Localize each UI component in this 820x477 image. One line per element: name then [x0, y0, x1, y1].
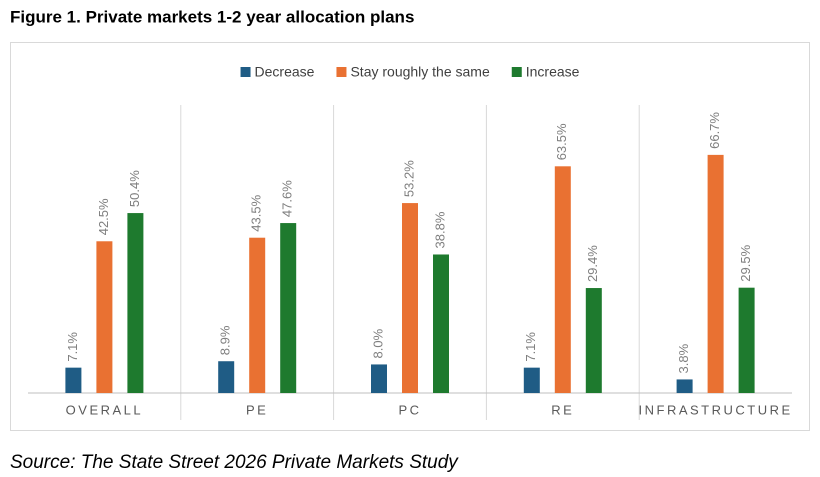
value-label: 66.7% — [707, 112, 722, 149]
bar — [676, 379, 693, 393]
bar — [96, 241, 113, 393]
bar — [249, 237, 266, 393]
bar — [371, 364, 387, 393]
bar — [585, 288, 602, 393]
bar — [707, 154, 724, 393]
legend-swatch — [240, 67, 251, 77]
source-note: Source: The State Street 2026 Private Ma… — [10, 452, 459, 473]
value-label: 7.1% — [523, 332, 538, 362]
x-tick-label: PE — [246, 402, 268, 417]
bar — [554, 166, 571, 393]
value-label: 63.5% — [554, 123, 569, 160]
value-label: 53.2% — [401, 160, 416, 197]
x-tick-label: RE — [551, 402, 574, 417]
chart-title: Figure 1. Private markets 1-2 year alloc… — [10, 7, 414, 26]
bar — [433, 254, 449, 393]
legend-swatch — [336, 67, 347, 77]
value-label: 38.8% — [432, 211, 447, 248]
legend-label: Stay roughly the same — [350, 64, 490, 80]
x-tick-label: INFRASTRUCTURE — [639, 402, 793, 417]
bar — [280, 223, 297, 393]
bar — [738, 287, 755, 393]
bar — [65, 367, 82, 393]
value-label: 3.8% — [676, 343, 691, 373]
legend: Decrease Stay roughly the same Increase — [240, 64, 580, 80]
value-label: 8.9% — [218, 325, 233, 355]
bar — [523, 367, 540, 393]
legend-label: Increase — [526, 64, 580, 80]
value-label: 8.0% — [370, 328, 385, 358]
value-label: 50.4% — [127, 170, 142, 207]
x-tick-label: OVERALL — [66, 402, 143, 417]
value-label: 47.6% — [280, 180, 295, 217]
x-tick-label: PC — [398, 402, 421, 417]
value-label: 43.5% — [249, 194, 264, 231]
bar — [402, 203, 418, 393]
value-label: 29.4% — [585, 245, 600, 282]
value-label: 7.1% — [65, 332, 80, 362]
bar — [218, 361, 235, 393]
legend-label: Decrease — [255, 64, 315, 80]
value-label: 29.5% — [738, 244, 753, 281]
value-label: 42.5% — [96, 198, 111, 235]
bar — [127, 213, 144, 393]
legend-swatch — [511, 67, 522, 77]
